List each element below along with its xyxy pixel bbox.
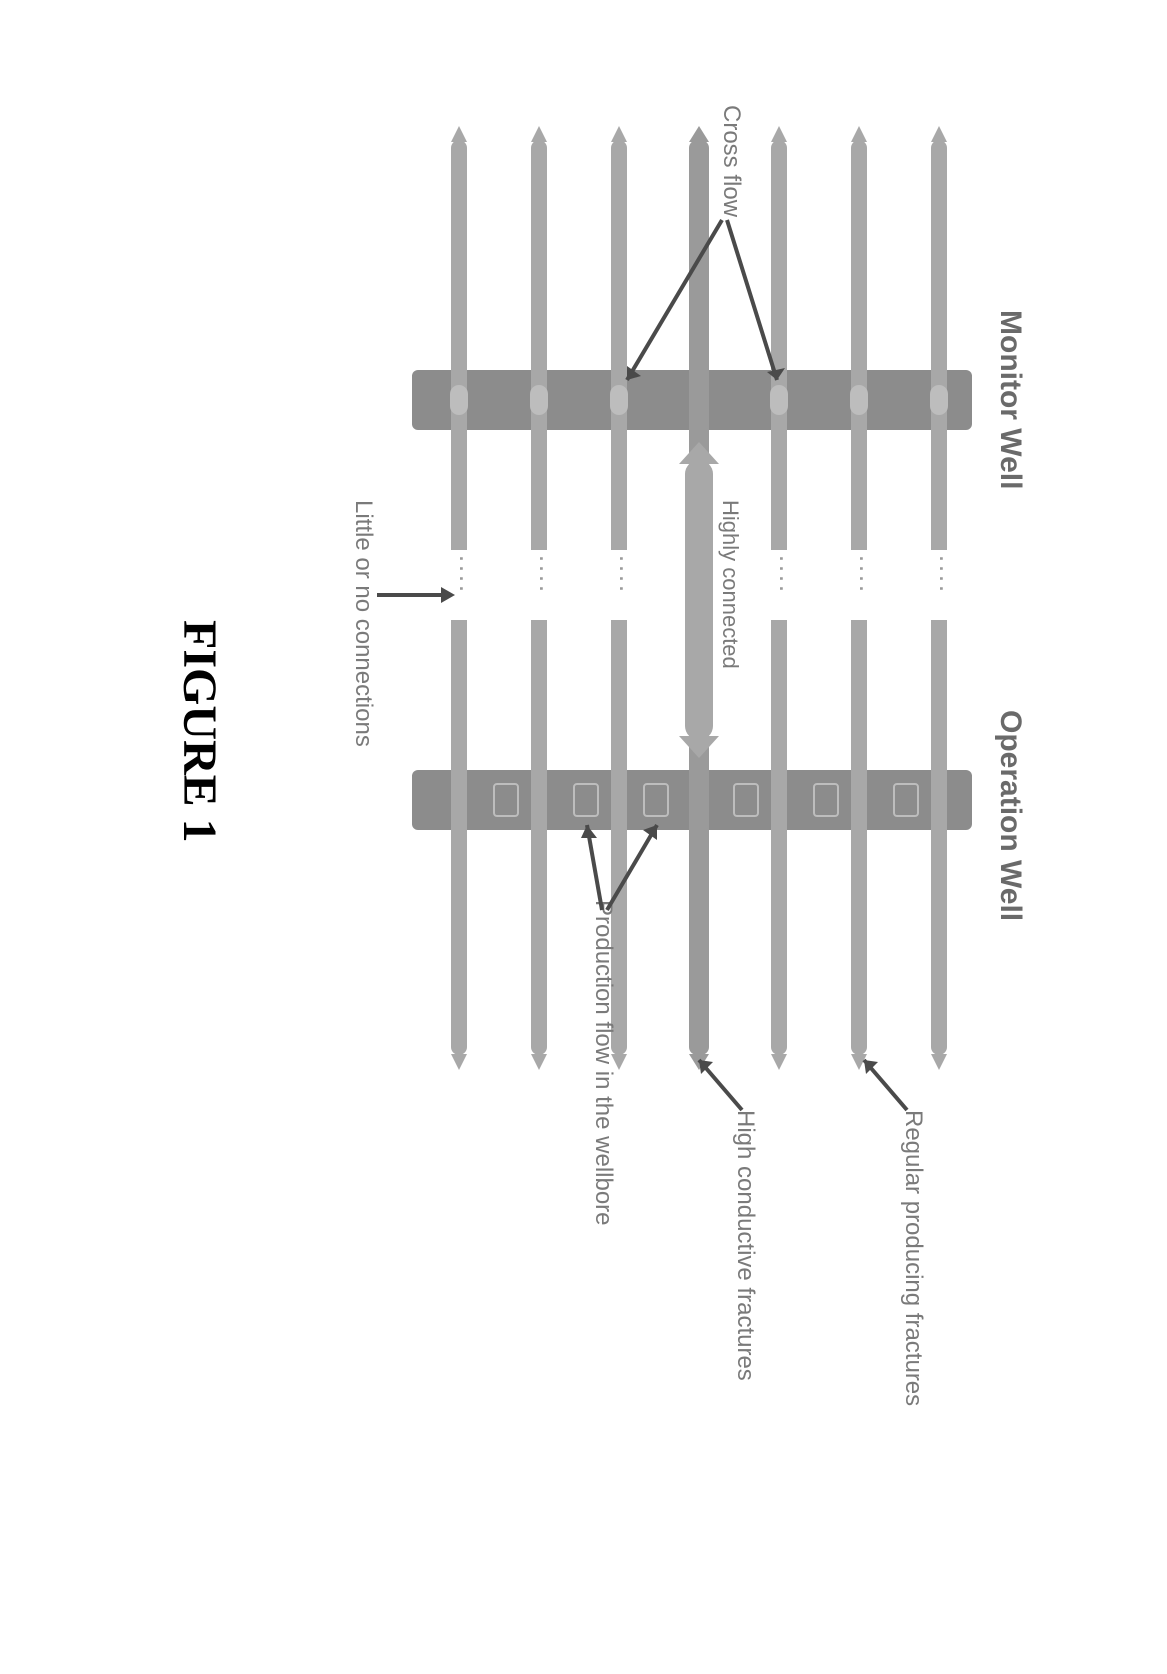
gap-dots: ···· xyxy=(770,556,791,596)
cross-flow-marker xyxy=(930,385,948,415)
frac-tip xyxy=(611,126,627,142)
frac-tip xyxy=(771,1054,787,1070)
gap-dots: ···· xyxy=(530,556,551,596)
frac-tip xyxy=(531,1054,547,1070)
cross-flow-arrow xyxy=(617,200,787,400)
frac-tip xyxy=(689,126,709,142)
frac-tip xyxy=(451,1054,467,1070)
hc-arrowhead-left xyxy=(679,442,719,464)
frac-tip xyxy=(771,126,787,142)
gap-dots: ···· xyxy=(850,556,871,596)
production-flow-label: Production flow in the wellbore xyxy=(589,900,617,1280)
frac-tip xyxy=(451,126,467,142)
cross-flow-marker xyxy=(530,385,548,415)
no-connections-label: Little or no connections xyxy=(349,500,377,820)
production-flow-box xyxy=(733,783,759,817)
frac-tip xyxy=(931,126,947,142)
monitor-well-title: Monitor Well xyxy=(993,310,1027,489)
regular-fractures-arrow xyxy=(852,1050,912,1120)
production-flow-box xyxy=(493,783,519,817)
hc-arrowhead-right xyxy=(679,736,719,758)
operation-well-title: Operation Well xyxy=(993,710,1027,921)
production-flow-arrow xyxy=(547,810,667,930)
highly-connected-bar xyxy=(685,460,713,740)
cross-flow-marker xyxy=(450,385,468,415)
regular-fractures-label: Regular producing fractures xyxy=(899,1110,927,1470)
production-flow-box xyxy=(813,783,839,817)
cross-flow-marker xyxy=(850,385,868,415)
frac-tip xyxy=(931,1054,947,1070)
gap-dots: ···· xyxy=(930,556,951,596)
high-conductive-label: High conductive fractures xyxy=(731,1110,759,1470)
gap-dots: ···· xyxy=(610,556,631,596)
well-diagram: Monitor Well Operation Well ···· ···· ··… xyxy=(367,50,1067,1150)
highly-connected-label: Highly connected xyxy=(717,500,743,669)
figure-caption: FIGURE 1 xyxy=(172,620,227,843)
production-flow-box xyxy=(893,783,919,817)
high-conductive-arrow xyxy=(687,1050,747,1120)
frac-tip xyxy=(531,126,547,142)
rotated-canvas: Monitor Well Operation Well ···· ···· ··… xyxy=(0,0,1167,1167)
no-connections-arrow xyxy=(372,580,457,610)
frac-tip xyxy=(851,126,867,142)
